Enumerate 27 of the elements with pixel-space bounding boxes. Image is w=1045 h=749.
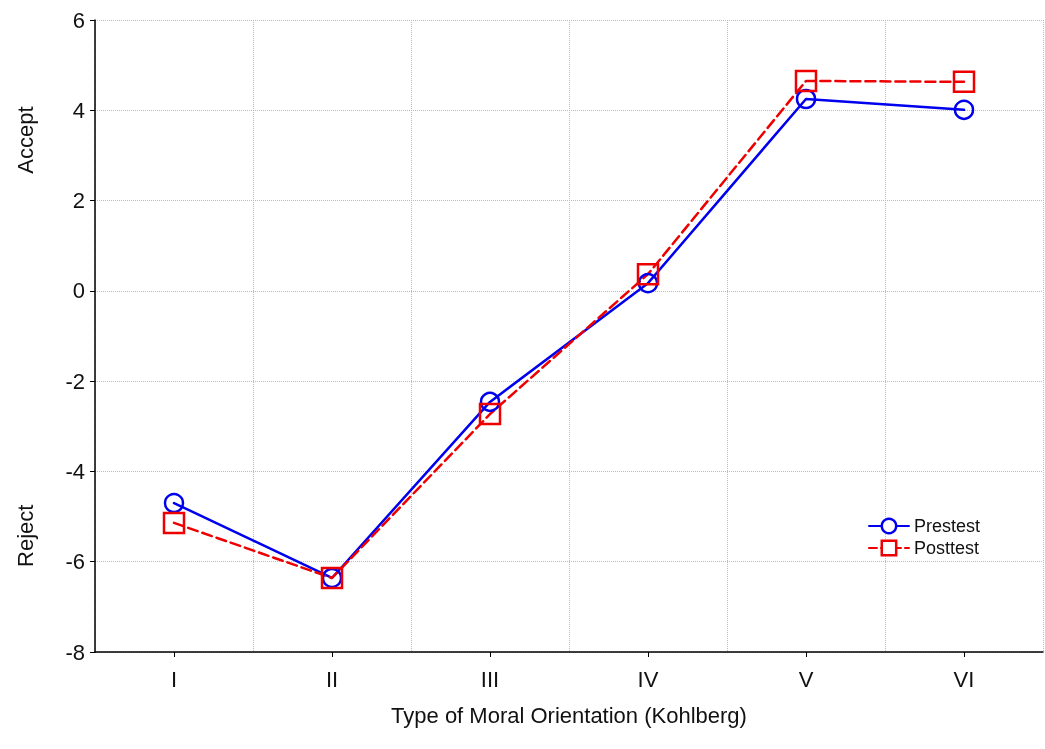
y-tick-label: -2 <box>65 368 85 394</box>
x-tick-label: IV <box>637 666 659 692</box>
x-axis-title: Type of Moral Orientation (Kohlberg) <box>391 702 747 728</box>
text: Reject <box>12 504 38 567</box>
point <box>794 69 818 93</box>
y-tick-label: -4 <box>65 458 85 484</box>
x-tick-label: V <box>798 666 814 692</box>
point <box>162 511 186 535</box>
x-tick-label: VI <box>953 666 975 692</box>
y-tick-label: 0 <box>72 278 85 304</box>
point <box>479 391 501 413</box>
y-tick-label: -6 <box>65 549 85 575</box>
point <box>953 99 975 121</box>
x-tick-label: II <box>325 666 339 692</box>
point <box>952 70 976 94</box>
x-tick-label: III <box>480 666 500 692</box>
text: Accept <box>12 106 38 174</box>
legend-label: Posttest <box>913 538 980 558</box>
x-tick-label: I <box>170 666 178 692</box>
legend-label: Prestest <box>913 516 981 536</box>
y-tick-label: 2 <box>72 188 85 214</box>
point <box>636 262 660 286</box>
y-tick-label: 6 <box>72 7 85 33</box>
y-tick-label: 4 <box>72 97 85 123</box>
point <box>163 492 185 514</box>
point <box>478 402 502 426</box>
y-tick-label: -8 <box>65 639 85 665</box>
